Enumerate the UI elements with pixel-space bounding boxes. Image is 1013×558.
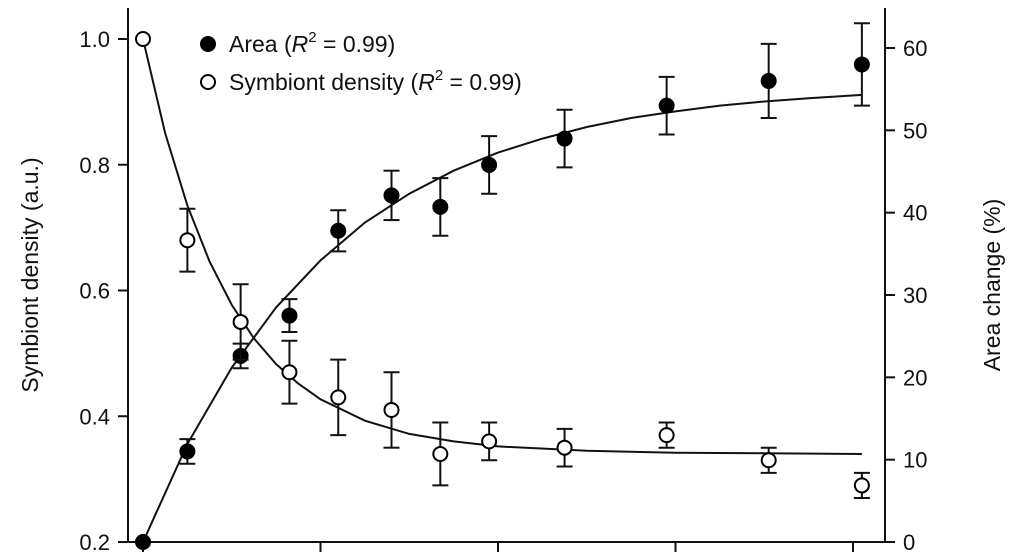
right-y-tick-label: 0 bbox=[903, 530, 915, 555]
legend-label-suffix: = 0.99) bbox=[443, 69, 522, 95]
legend-label-r: R bbox=[292, 31, 309, 57]
right-y-tick-label: 50 bbox=[903, 118, 927, 143]
left-y-tick-label: 0.4 bbox=[79, 404, 110, 429]
symbiont-density-data-point bbox=[330, 389, 347, 406]
symbiont-density-data-point bbox=[432, 445, 449, 462]
data-points bbox=[135, 22, 870, 550]
symbiont-density-data-point bbox=[281, 364, 298, 381]
left-y-tick-label: 1.0 bbox=[79, 27, 110, 52]
area-data-point bbox=[330, 222, 347, 239]
right-y-tick-label: 10 bbox=[903, 448, 927, 473]
area-data-point bbox=[179, 443, 196, 460]
legend-marker-symbiont-density bbox=[200, 74, 216, 90]
legend-label-prefix: Symbiont density ( bbox=[229, 69, 419, 95]
area-data-point bbox=[383, 187, 400, 204]
symbiont-density-data-point bbox=[383, 401, 400, 418]
symbiont-density-data-point bbox=[658, 427, 675, 444]
legend-marker-area bbox=[200, 36, 216, 52]
legend-label-area: Area (R2 = 0.99) bbox=[229, 29, 395, 57]
area-data-point bbox=[135, 534, 151, 550]
area-data-point bbox=[432, 198, 449, 215]
legend-label-symbiont-density: Symbiont density (R2 = 0.99) bbox=[229, 67, 522, 95]
symbiont-density-data-point bbox=[179, 232, 196, 249]
left-y-tick-label: 0.8 bbox=[79, 153, 110, 178]
fit-curves bbox=[142, 38, 862, 543]
right-y-tick-label: 20 bbox=[903, 365, 927, 390]
area-fit-curve bbox=[142, 93, 862, 543]
symbiont-density-data-point bbox=[853, 477, 870, 494]
legend-label-superscript: 2 bbox=[308, 29, 316, 46]
area-data-point bbox=[853, 56, 870, 73]
symbiont-density-data-point bbox=[232, 313, 249, 330]
symbiont-density-data-point bbox=[556, 439, 573, 456]
legend-label-r: R bbox=[418, 69, 435, 95]
legend-label-suffix: = 0.99) bbox=[317, 31, 396, 57]
legend: Area (R2 = 0.99)Symbiont density (R2 = 0… bbox=[200, 29, 522, 95]
area-data-point bbox=[658, 97, 675, 114]
left-y-tick-label: 0.6 bbox=[79, 279, 110, 304]
symbiont-density-fit-curve bbox=[142, 38, 862, 455]
symbiont-density-data-point bbox=[481, 433, 498, 450]
symbiont-density-data-point bbox=[135, 31, 151, 47]
area-data-point bbox=[481, 156, 498, 173]
left-y-tick-label: 0.2 bbox=[79, 530, 110, 555]
symbiont-density-data-point bbox=[760, 452, 777, 469]
left-y-axis-title: Symbiont density (a.u.) bbox=[17, 157, 43, 392]
right-y-tick-label: 30 bbox=[903, 283, 927, 308]
area-data-point bbox=[281, 307, 298, 324]
area-data-point bbox=[760, 72, 777, 89]
axes: 0.2 0.4 0.6 0.8 1.0 0 10 20 30 40 50 60 Symbiont den… bbox=[17, 8, 1005, 555]
right-y-tick-label: 60 bbox=[903, 36, 927, 61]
legend-label-superscript: 2 bbox=[435, 67, 443, 84]
area-data-point bbox=[556, 130, 573, 147]
right-y-tick-label: 40 bbox=[903, 201, 927, 226]
right-y-axis-title: Area change (%) bbox=[979, 199, 1005, 372]
legend-label-prefix: Area ( bbox=[229, 31, 292, 57]
